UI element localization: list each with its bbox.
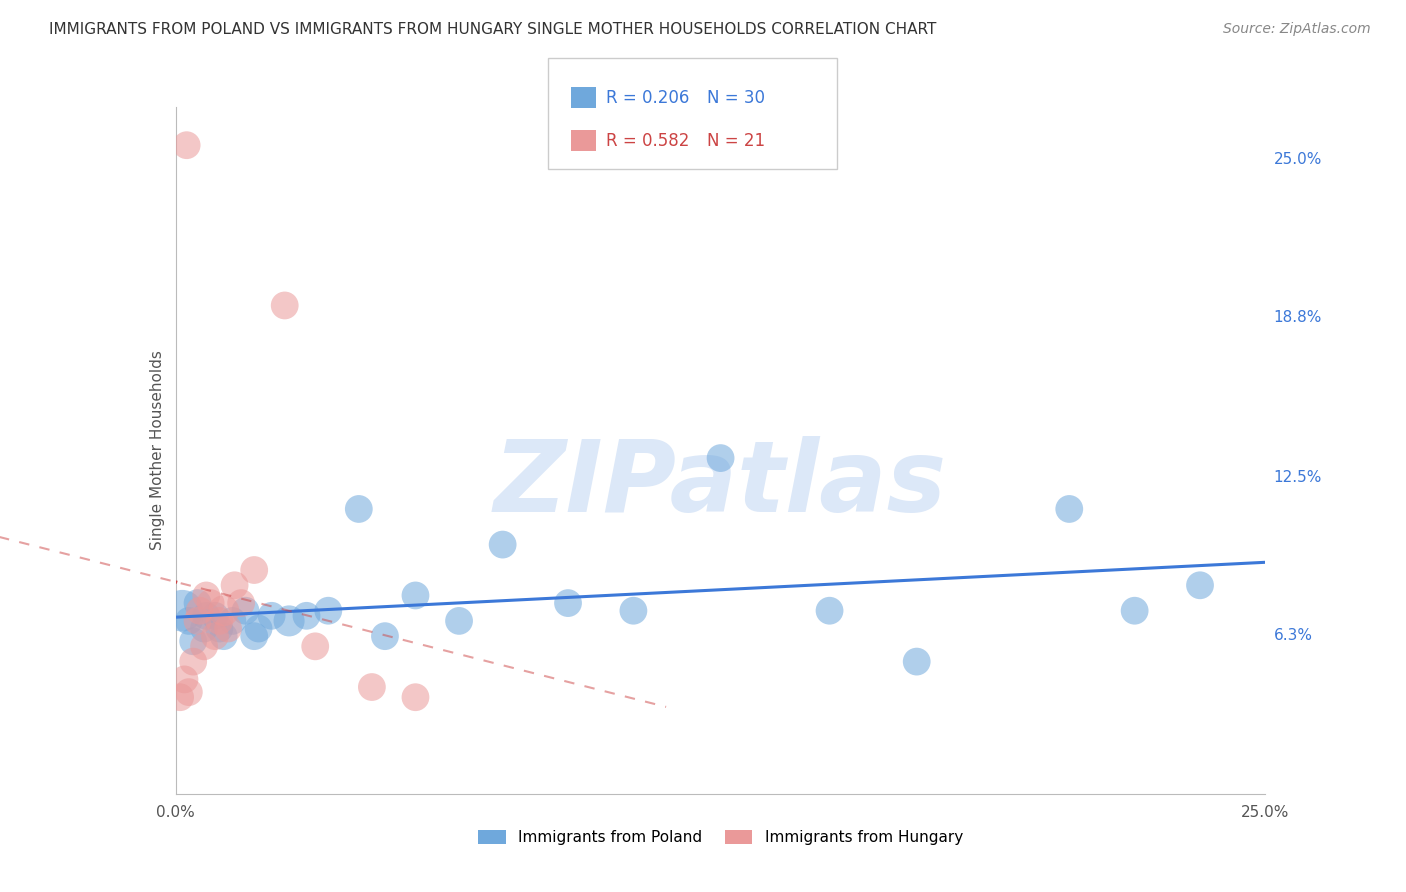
Text: ZIPatlas: ZIPatlas <box>494 436 948 533</box>
Point <box>208 622 231 636</box>
Point <box>181 634 204 648</box>
Point <box>204 608 226 623</box>
Point <box>173 673 195 687</box>
Point <box>243 563 266 577</box>
Point <box>193 622 215 636</box>
Point <box>200 596 222 610</box>
Point <box>405 690 427 705</box>
Point <box>557 596 579 610</box>
Point <box>1059 502 1081 516</box>
Point <box>347 502 370 516</box>
Point <box>212 604 235 618</box>
Point <box>492 538 515 552</box>
Point <box>304 640 326 654</box>
Point <box>231 596 253 610</box>
Text: N = 30: N = 30 <box>707 89 765 107</box>
Point <box>1123 604 1146 618</box>
Point <box>318 604 340 618</box>
Point <box>235 604 257 618</box>
Point <box>260 608 283 623</box>
Point <box>361 680 384 694</box>
Point <box>186 596 209 610</box>
Point <box>177 685 200 699</box>
Point <box>295 608 318 623</box>
Point <box>195 589 218 603</box>
Point <box>710 451 733 466</box>
Point <box>447 614 470 628</box>
Text: R = 0.206: R = 0.206 <box>606 89 689 107</box>
Point <box>186 614 209 628</box>
Point <box>274 298 297 312</box>
Point <box>169 690 191 705</box>
Text: Source: ZipAtlas.com: Source: ZipAtlas.com <box>1223 22 1371 37</box>
Point <box>217 622 239 636</box>
Point <box>177 614 200 628</box>
Text: R = 0.582: R = 0.582 <box>606 132 689 150</box>
Point <box>181 655 204 669</box>
Point <box>243 629 266 643</box>
Text: IMMIGRANTS FROM POLAND VS IMMIGRANTS FROM HUNGARY SINGLE MOTHER HOUSEHOLDS CORRE: IMMIGRANTS FROM POLAND VS IMMIGRANTS FRO… <box>49 22 936 37</box>
Point <box>818 604 841 618</box>
Point <box>172 604 194 618</box>
Point <box>374 629 396 643</box>
Point <box>176 138 198 153</box>
Point <box>1189 578 1212 592</box>
Point <box>208 614 231 628</box>
Point <box>212 629 235 643</box>
Point <box>278 614 301 628</box>
Y-axis label: Single Mother Households: Single Mother Households <box>149 351 165 550</box>
Point <box>188 604 211 618</box>
Point <box>405 589 427 603</box>
Point <box>195 608 218 623</box>
Point <box>224 578 246 592</box>
Legend: Immigrants from Poland, Immigrants from Hungary: Immigrants from Poland, Immigrants from … <box>472 824 969 852</box>
Point <box>621 604 644 618</box>
Text: N = 21: N = 21 <box>707 132 765 150</box>
Point <box>221 614 243 628</box>
Point <box>247 622 270 636</box>
Point <box>204 629 226 643</box>
Point <box>193 640 215 654</box>
Point <box>905 655 928 669</box>
